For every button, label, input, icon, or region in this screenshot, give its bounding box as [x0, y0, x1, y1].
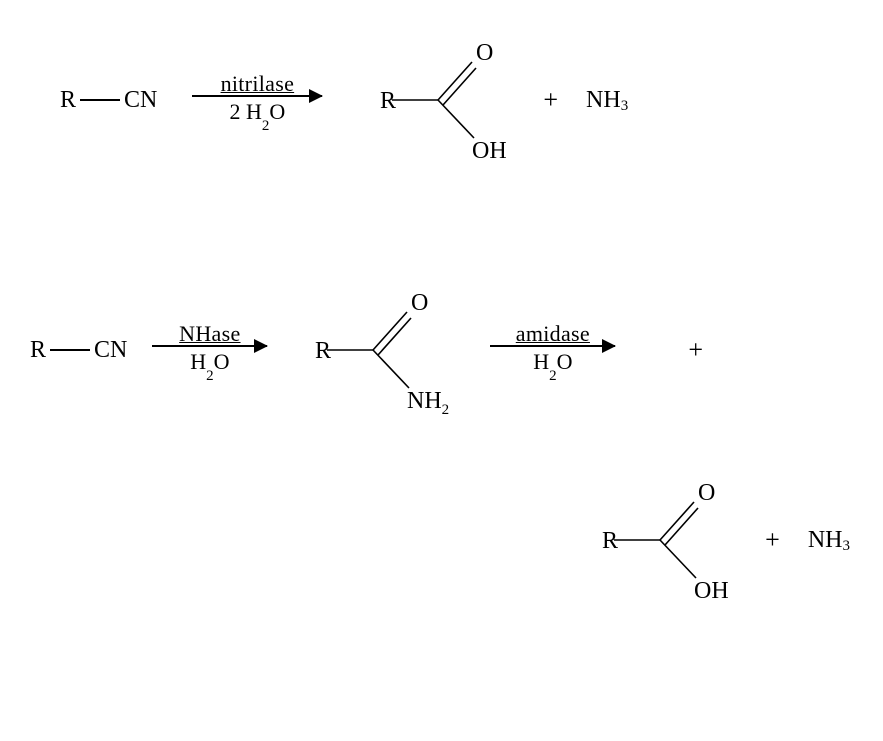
- reactant-nitrile-1: R CN: [60, 88, 157, 112]
- arrow-bottom-prefix: H: [190, 349, 206, 374]
- r-group: R: [60, 88, 76, 112]
- arrow-bottom-suffix: O: [557, 349, 573, 374]
- reaction-arrow-1: nitrilase 2 H2O: [192, 71, 322, 129]
- r-label: R: [315, 338, 331, 364]
- arrow-shaft: [152, 345, 267, 347]
- o-label: O: [476, 40, 493, 66]
- r-label: R: [380, 88, 396, 114]
- intermediate-amide: R O NH2: [315, 280, 465, 420]
- product-carboxylic-acid-2: R O OH: [602, 470, 737, 610]
- arrow-bottom-label: H2O: [533, 349, 572, 379]
- reaction-1: R CN nitrilase 2 H2O R O OH + NH3: [30, 30, 853, 170]
- product-carboxylic-acid-1: R O OH: [380, 30, 515, 170]
- bond-line: [50, 349, 90, 351]
- arrow-bottom-prefix: H: [533, 349, 549, 374]
- plus-sign-2a: +: [688, 335, 703, 365]
- reactant-nitrile-2: R CN: [30, 338, 127, 362]
- cn-group: CN: [124, 88, 157, 112]
- reaction-2-line-1: R CN NHase H2O R O NH2 amidase H2O +: [30, 280, 853, 420]
- product-ammonia-1: NH3: [586, 88, 628, 112]
- arrow-shaft: [192, 95, 322, 97]
- arrow-top-label: nitrilase: [217, 71, 299, 98]
- r-group: R: [30, 338, 46, 362]
- oh-label: OH: [472, 138, 507, 164]
- arrow-top-label: NHase: [175, 321, 244, 348]
- plus-sign-1: +: [543, 85, 558, 115]
- oh-label: OH: [694, 578, 729, 604]
- arrow-top-label: amidase: [512, 321, 594, 348]
- acid-structure-icon: R O OH: [602, 470, 737, 610]
- nh-sub: 3: [843, 539, 851, 554]
- r-label: R: [602, 528, 618, 554]
- arrow-bottom-prefix: 2 H: [229, 99, 261, 124]
- cn-group: CN: [94, 338, 127, 362]
- arrow-bottom-suffix: O: [269, 99, 285, 124]
- product-ammonia-2: NH3: [808, 528, 850, 552]
- amide-structure-icon: R O NH2: [315, 280, 465, 420]
- arrow-bottom-label: 2 H2O: [229, 99, 285, 129]
- nh-label: NH: [808, 528, 843, 552]
- acid-structure-icon: R O OH: [380, 30, 515, 170]
- arrow-shaft: [490, 345, 615, 347]
- nh2-label: NH2: [407, 388, 449, 418]
- o-label: O: [698, 480, 715, 506]
- bond-line: [80, 99, 120, 101]
- reaction-2-line-2: R O OH + NH3: [30, 470, 870, 610]
- arrow-bottom-sub: 2: [206, 368, 214, 384]
- plus-sign-2b: +: [765, 525, 780, 555]
- arrow-bottom-sub: 2: [262, 118, 270, 134]
- nh-label: NH: [586, 88, 621, 112]
- o-label: O: [411, 290, 428, 316]
- reaction-arrow-2b: amidase H2O: [490, 321, 615, 379]
- nh-sub: 3: [621, 99, 629, 114]
- reaction-arrow-2a: NHase H2O: [152, 321, 267, 379]
- arrow-bottom-sub: 2: [549, 368, 557, 384]
- arrow-bottom-label: H2O: [190, 349, 229, 379]
- arrow-bottom-suffix: O: [214, 349, 230, 374]
